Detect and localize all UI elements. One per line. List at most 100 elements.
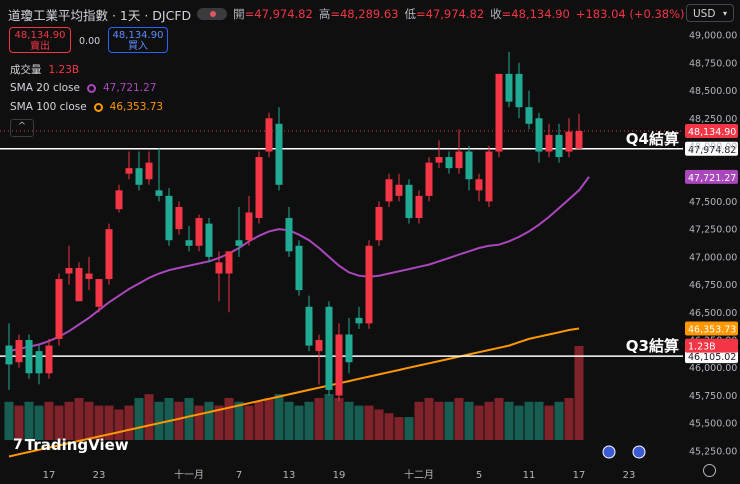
y-tick-label: 45,250.00: [689, 446, 737, 457]
y-tick-label: 48,750.00: [689, 58, 737, 69]
candle-body: [95, 279, 103, 307]
candle-body: [455, 151, 463, 169]
y-tick-label: 46,500.00: [689, 308, 737, 319]
price-tag-label: 48,134.90: [688, 127, 736, 138]
candle-body: [405, 184, 413, 219]
volume-bar: [194, 405, 204, 440]
x-tick-label: 23: [93, 470, 106, 481]
volume-bar: [374, 409, 384, 440]
candle-body: [245, 212, 253, 241]
volume-bar: [444, 401, 454, 440]
candle-body: [355, 317, 363, 324]
symbol-title[interactable]: 道瓊工業平均指數 · 1天 · DJCFD: [8, 7, 192, 23]
candle-body: [185, 240, 193, 246]
volume-bar: [254, 401, 264, 440]
volume-bar: [234, 401, 244, 440]
sma100-line: [8, 327, 580, 458]
sma20-legend[interactable]: SMA 20 close 47,721.27: [10, 82, 156, 94]
status-toggle[interactable]: [197, 8, 228, 20]
price-tag: [685, 169, 738, 184]
settlement-axis-label: 47,974.82: [688, 145, 736, 156]
low-value: =47,974.82: [416, 7, 485, 21]
candle-body: [75, 267, 83, 302]
volume-bar: [484, 401, 494, 440]
gear-icon[interactable]: [703, 464, 716, 477]
volume-bar: [114, 409, 124, 440]
x-tick-label: 7: [236, 470, 242, 481]
volume-bar: [164, 397, 174, 440]
volume-bar: [544, 405, 554, 440]
volume-bar: [564, 397, 574, 440]
candle-body: [385, 179, 393, 202]
volume-bar: [294, 405, 304, 440]
candle-body: [85, 273, 93, 280]
flag-icon: [602, 445, 616, 459]
candle-body: [365, 245, 373, 324]
candle-body: [175, 206, 183, 230]
candle-body: [515, 73, 523, 108]
volume-bar: [464, 401, 474, 440]
candle-body: [335, 334, 343, 396]
volume-legend[interactable]: 成交量 1.23B: [10, 62, 79, 77]
currency-select[interactable]: USD ▾: [686, 4, 734, 22]
buy-price: 48,134.90: [112, 30, 164, 41]
volume-bar: [314, 397, 324, 440]
volume-bar: [364, 405, 374, 440]
x-tick-label: 17: [573, 470, 586, 481]
candle-body: [375, 206, 383, 241]
y-tick-label: 47,250.00: [689, 225, 737, 236]
volume-bar: [394, 417, 404, 440]
buy-button[interactable]: 48,134.90 買入: [108, 27, 168, 53]
volume-bar: [174, 401, 184, 440]
sma20-icon: [87, 83, 96, 93]
tradingview-mark-icon: 7: [13, 437, 23, 453]
price-tag-label: 1.23B: [688, 342, 716, 353]
volume-bar: [264, 397, 274, 440]
candle-body: [145, 162, 153, 180]
sell-price: 48,134.90: [14, 30, 66, 41]
volume-bar: [34, 405, 44, 440]
candle-body: [215, 262, 223, 274]
candle-body: [315, 340, 323, 352]
candle-body: [35, 351, 43, 374]
candle-body: [125, 168, 133, 174]
volume-bar: [534, 401, 544, 440]
x-tick-label: 十二月: [404, 468, 434, 481]
high-label: 高: [318, 7, 331, 21]
volume-bar: [64, 401, 74, 440]
collapse-legend-button[interactable]: ^: [10, 119, 34, 137]
buy-label: 買入: [128, 41, 148, 52]
volume-bar: [214, 405, 224, 440]
y-tick-label: 48,500.00: [689, 86, 737, 97]
volume-bar: [44, 401, 54, 440]
sell-button[interactable]: 48,134.90 賣出: [9, 27, 71, 53]
price-tag-label: 46,353.73: [688, 325, 736, 336]
y-tick-label: 48,250.00: [689, 114, 737, 125]
sma100-legend[interactable]: SMA 100 close 46,353.73: [10, 101, 163, 113]
candle-body: [65, 267, 73, 274]
volume-bar: [324, 394, 334, 440]
currency-value: USD: [693, 8, 716, 20]
price-tag: [685, 124, 738, 139]
candle-body: [45, 345, 53, 374]
chevron-down-icon: ▾: [722, 9, 727, 18]
candle-body: [565, 131, 573, 152]
change-value: +183.04 (+0.38%): [575, 7, 685, 21]
volume-bar: [154, 401, 164, 440]
volume-bar: [384, 413, 394, 440]
candle-body: [465, 151, 473, 180]
close-label: 收: [490, 7, 502, 21]
volume-bar: [404, 417, 414, 440]
volume-bar: [424, 397, 434, 440]
candle-body: [545, 134, 553, 152]
price-tag-label: 47,721.27: [688, 173, 736, 184]
candle-body: [205, 223, 213, 257]
tradingview-logo: 7 TradingView: [13, 436, 129, 454]
volume-bar: [504, 401, 514, 440]
settlement-axis-label: 46,105.02: [688, 352, 736, 363]
volume-bar: [554, 401, 564, 440]
sma20-label: SMA 20 close: [10, 82, 80, 94]
volume-bar: [284, 401, 294, 440]
candle-body: [325, 306, 333, 390]
